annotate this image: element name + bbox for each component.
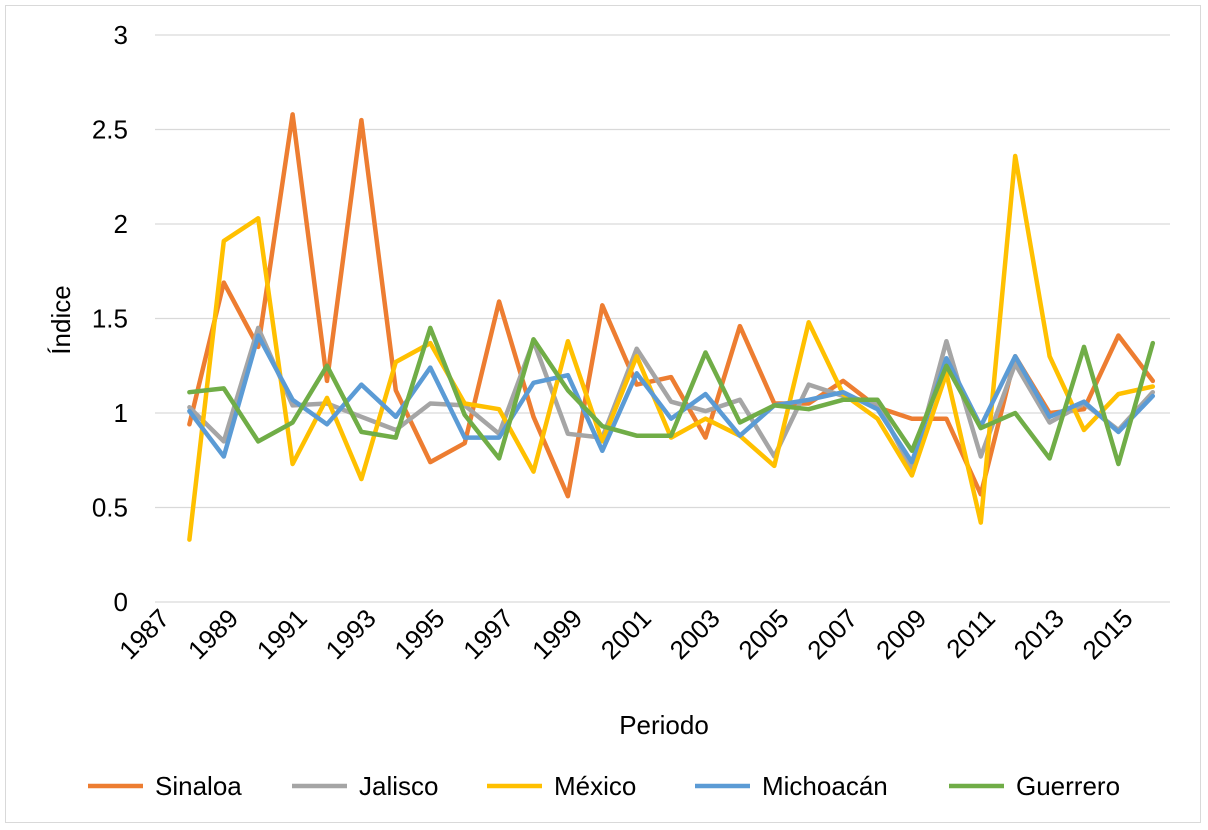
y-tick-label: 2 [114,209,128,239]
x-axis-title: Periodo [619,710,709,740]
legend-label: México [554,771,636,801]
series-line-sinaloa [187,112,1156,499]
series-line-jalisco [187,325,1156,472]
series-line-michoacán [187,333,1156,465]
legend-label: Guerrero [1016,771,1120,801]
legend: Sinaloa Jalisco México Michoacán Guerrero [88,771,1120,801]
series-line-guerrero [187,325,1156,467]
y-axis-ticks: 0 0.5 1 1.5 2 2.5 3 [92,20,128,617]
series-line-méxico [187,153,1156,542]
y-tick-label: 1.5 [92,304,128,334]
x-tick-label: 2001 [595,603,657,665]
x-tick-label: 2015 [1077,603,1139,665]
x-tick-label: 1993 [320,603,382,665]
x-tick-label: 1989 [182,603,244,665]
x-tick-label: 2009 [870,603,932,665]
x-tick-label: 1999 [526,603,588,665]
x-tick-label: 2005 [732,603,794,665]
y-tick-label: 1 [114,398,128,428]
y-tick-label: 0.5 [92,493,128,523]
series-lines [187,112,1156,542]
x-tick-label: 1991 [251,603,313,665]
x-axis-ticks: 1987 1989 1991 1993 1995 1997 1999 2001 2003 2005… [113,603,1139,665]
x-tick-label: 1997 [457,603,519,665]
x-tick-label: 2013 [1008,603,1070,665]
legend-label: Jalisco [359,771,438,801]
y-tick-label: 3 [114,20,128,50]
x-tick-label: 2007 [801,603,863,665]
y-axis-title: Índice [46,285,76,354]
x-tick-label: 2011 [940,603,1001,664]
x-tick-label: 2003 [664,603,726,665]
y-tick-label: 0 [114,587,128,617]
legend-label: Michoacán [762,771,888,801]
gridlines [155,34,1170,603]
legend-label: Sinaloa [155,771,242,801]
x-tick-label: 1995 [388,603,450,665]
y-tick-label: 2.5 [92,115,128,145]
